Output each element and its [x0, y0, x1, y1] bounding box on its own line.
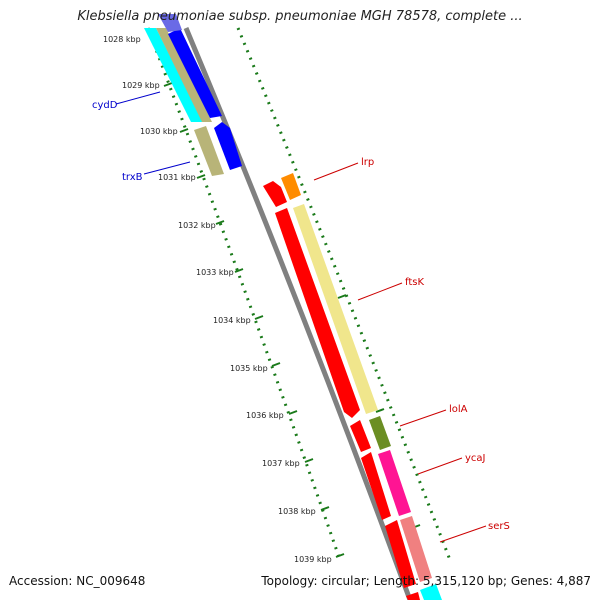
- scale-label: 1030 kbp: [140, 127, 178, 136]
- gene-features: [144, 14, 442, 600]
- accession-label: Accession: NC_009648: [9, 574, 146, 588]
- scale-label: 1039 kbp: [294, 555, 332, 564]
- bottom-cyan-cds[interactable]: [420, 584, 442, 600]
- scale-label: 1031 kbp: [158, 173, 196, 182]
- scale-labels: 1028 kbp 1029 kbp 1030 kbp 1031 kbp 1032 kbp…: [103, 35, 332, 564]
- gene-leader-lines: [115, 91, 487, 543]
- inner-tick-ring: [146, 27, 342, 561]
- map-title: Klebsiella pneumoniae subsp. pneumoniae …: [77, 9, 523, 24]
- gene-label-trxb[interactable]: trxB: [122, 172, 143, 183]
- ftsk-pale-cds[interactable]: [293, 204, 378, 414]
- gene-labels: cydD trxB lrp ftsK lolA ycaJ serS: [92, 100, 510, 532]
- trxb-khaki-cds[interactable]: [194, 126, 224, 176]
- lrp-orange-cds[interactable]: [281, 173, 301, 200]
- gene-label-cydd[interactable]: cydD: [92, 100, 118, 111]
- major-ticks: [151, 36, 421, 558]
- khaki-cds-upper[interactable]: [156, 28, 212, 122]
- outer-tick-ring: [236, 27, 452, 561]
- scale-label: 1038 kbp: [278, 507, 316, 516]
- cyan-cds[interactable]: [144, 28, 203, 122]
- ftsk-red-cds[interactable]: [275, 208, 360, 418]
- blue-cds-head[interactable]: [158, 14, 182, 32]
- scale-label: 1028 kbp: [103, 35, 141, 44]
- sers-salmon-cds[interactable]: [400, 516, 432, 582]
- scale-label: 1032 kbp: [178, 221, 216, 230]
- scale-label: 1034 kbp: [213, 316, 251, 325]
- gene-label-sers[interactable]: serS: [488, 521, 510, 532]
- genome-summary: Topology: circular; Length: 5,315,120 bp…: [261, 574, 591, 588]
- scale-label: 1033 kbp: [196, 268, 234, 277]
- ycaj-red-cds[interactable]: [361, 452, 391, 520]
- gene-label-ycaj[interactable]: ycaJ: [465, 453, 486, 464]
- scale-label: 1029 kbp: [122, 81, 160, 90]
- scale-label: 1036 kbp: [246, 411, 284, 420]
- gene-label-ftsk[interactable]: ftsK: [405, 277, 424, 288]
- lola-red-cds[interactable]: [350, 420, 371, 452]
- lola-olive-cds[interactable]: [369, 416, 391, 450]
- trxb-blue-cds[interactable]: [214, 122, 242, 170]
- blue-cds-upper[interactable]: [168, 28, 222, 118]
- bottom-red-cds[interactable]: [406, 592, 420, 600]
- scale-label: 1037 kbp: [262, 459, 300, 468]
- gene-label-lola[interactable]: lolA: [449, 404, 468, 415]
- sers-red-cds[interactable]: [385, 520, 416, 588]
- lrp-red-cds[interactable]: [263, 181, 287, 207]
- genome-backbone: [183, 27, 413, 601]
- ycaj-magenta-cds[interactable]: [378, 450, 411, 516]
- scale-label: 1035 kbp: [230, 364, 268, 373]
- gene-label-lrp[interactable]: lrp: [361, 157, 374, 168]
